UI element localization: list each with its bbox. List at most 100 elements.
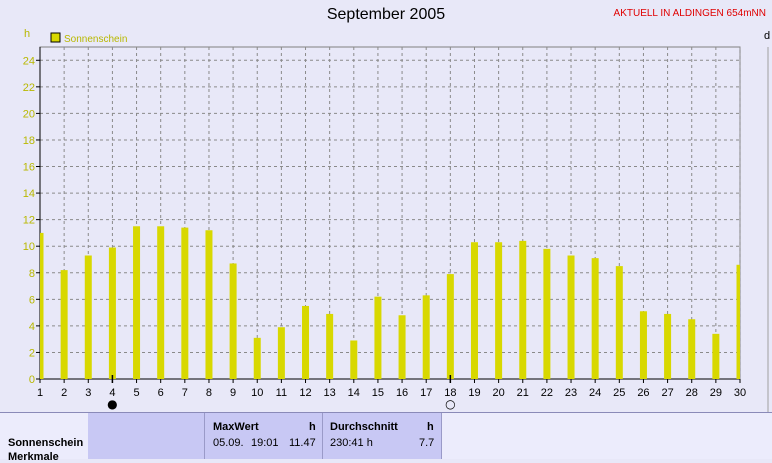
x-tick-label: 9 xyxy=(230,387,236,399)
bar-day-6 xyxy=(157,226,165,379)
bar-day-15 xyxy=(374,296,382,379)
info-filler-cell xyxy=(442,413,763,459)
x-tick-label: 20 xyxy=(492,387,504,399)
y-tick-label: 18 xyxy=(23,135,35,147)
x-tick-label: 16 xyxy=(396,387,408,399)
x-tick-label: 19 xyxy=(468,387,480,399)
info-row-label: Sonnenschein xyxy=(8,437,84,449)
legend-label: Sonnenschein xyxy=(64,34,127,45)
bar-day-4 xyxy=(108,247,116,379)
x-tick-label: 5 xyxy=(133,387,139,399)
bar-day-19 xyxy=(470,242,478,379)
info-table: Sonnenschein Merkmale MaxWert h 05.09. 1… xyxy=(0,412,772,463)
y-tick-label: 10 xyxy=(23,241,35,253)
x-tick-label: 8 xyxy=(206,387,212,399)
bar-day-22 xyxy=(543,248,551,379)
y-tick-label: 0 xyxy=(29,374,35,386)
corner-label: d xyxy=(764,30,771,42)
x-tick-label: 23 xyxy=(565,387,577,399)
y-tick-label: 12 xyxy=(23,215,35,227)
moon-markers: ● ○ xyxy=(107,375,456,411)
bar-day-1 xyxy=(40,232,44,379)
bar-day-12 xyxy=(302,305,310,379)
maxwert-time: 19:01 xyxy=(251,437,279,449)
x-tick-label: 11 xyxy=(276,387,287,399)
x-tick-label: 17 xyxy=(420,387,432,399)
x-tick-label: 15 xyxy=(372,387,384,399)
bar-day-23 xyxy=(567,255,575,379)
y-tick-label: 20 xyxy=(23,108,35,120)
x-tick-label: 7 xyxy=(182,387,188,399)
x-tick-label: 28 xyxy=(686,387,698,399)
bar-day-21 xyxy=(519,240,527,379)
x-tick-label: 27 xyxy=(661,387,673,399)
x-tick-label: 13 xyxy=(324,387,336,399)
durchschnitt-unit: h xyxy=(427,421,434,433)
bar-day-11 xyxy=(277,327,285,379)
maxwert-unit: h xyxy=(309,421,316,433)
bar-day-18 xyxy=(446,274,454,379)
x-tick-label: 25 xyxy=(613,387,625,399)
y-tick-label: 22 xyxy=(23,82,35,94)
full-moon-icon: ○ xyxy=(445,397,455,411)
bar-day-5 xyxy=(133,226,141,379)
bar-day-26 xyxy=(639,311,647,379)
info-row-label-2: Merkmale xyxy=(8,451,59,463)
y-axis-label: h xyxy=(24,28,30,40)
x-tick-label: 24 xyxy=(589,387,601,399)
bar-day-2 xyxy=(60,270,68,379)
y-tick-label: 14 xyxy=(23,188,35,200)
maxwert-cell: MaxWert h 05.09. 19:01 11.47 xyxy=(205,413,323,459)
bar-day-9 xyxy=(229,263,237,379)
maxwert-date: 05.09. xyxy=(213,437,244,449)
x-tick-label: 2 xyxy=(61,387,67,399)
x-tick-label: 1 xyxy=(37,387,43,399)
info-row-header: Sonnenschein Merkmale xyxy=(0,413,89,463)
bar-day-25 xyxy=(615,266,623,379)
x-tick-label: 10 xyxy=(251,387,263,399)
y-tick-label: 4 xyxy=(29,321,35,333)
maxwert-value: 11.47 xyxy=(289,437,316,449)
bar-day-3 xyxy=(84,255,92,379)
new-moon-icon: ● xyxy=(107,397,117,411)
bar-day-17 xyxy=(422,295,430,379)
bar-series xyxy=(40,226,740,379)
maxwert-header: MaxWert xyxy=(213,421,259,433)
x-tick-label: 6 xyxy=(158,387,164,399)
bar-day-24 xyxy=(591,258,599,379)
station-label: AKTUELL IN ALDINGEN 654mNN xyxy=(613,8,766,19)
x-tick-label: 29 xyxy=(710,387,722,399)
x-tick-label: 30 xyxy=(734,387,746,399)
bar-day-10 xyxy=(253,337,261,379)
y-tick-label: 6 xyxy=(29,294,35,306)
durchschnitt-sum: 230:41 h xyxy=(330,437,373,449)
x-tick-label: 4 xyxy=(109,387,115,399)
bar-day-16 xyxy=(398,315,406,379)
bar-day-7 xyxy=(181,227,189,379)
durchschnitt-header: Durchschnitt xyxy=(330,421,398,433)
x-axis-ticks: 1 2 3 4 5 6 7 8 9 10 11 12 13 14 15 16 17 18 19 20 21 22 23 24 2… xyxy=(37,379,746,399)
x-tick-label: 3 xyxy=(85,387,91,399)
bar-day-8 xyxy=(205,230,213,379)
y-tick-label: 16 xyxy=(23,162,35,174)
info-empty-cell xyxy=(88,413,205,459)
bar-day-14 xyxy=(350,340,358,379)
durchschnitt-value: 7.7 xyxy=(419,437,435,449)
bar-day-29 xyxy=(712,333,720,379)
durchschnitt-cell: Durchschnitt h 230:41 h 7.7 xyxy=(323,413,442,459)
y-tick-label: 24 xyxy=(23,55,35,67)
x-tick-label: 22 xyxy=(541,387,553,399)
legend-swatch xyxy=(50,32,61,43)
plot-area xyxy=(39,46,741,380)
x-tick-label: 26 xyxy=(637,387,649,399)
x-tick-label: 14 xyxy=(348,387,360,399)
bar-day-30 xyxy=(736,264,740,379)
bar-day-27 xyxy=(664,313,672,379)
bar-day-20 xyxy=(495,242,503,379)
x-tick-label: 18 xyxy=(444,387,456,399)
x-tick-label: 21 xyxy=(517,387,529,399)
chart-title: September 2005 xyxy=(326,6,446,23)
bar-day-13 xyxy=(326,313,334,379)
